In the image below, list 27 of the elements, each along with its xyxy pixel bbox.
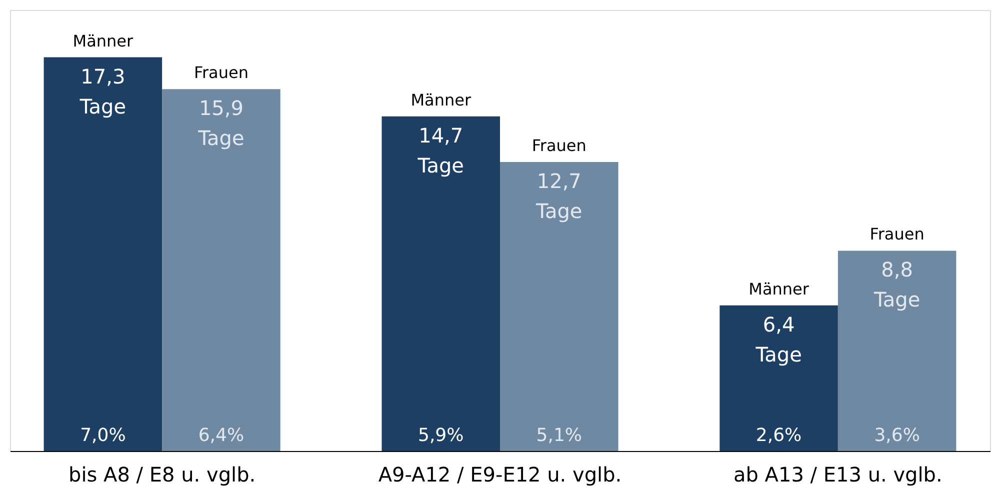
annotation: 5,1% bbox=[536, 425, 582, 446]
annotation: 3,6% bbox=[874, 425, 920, 446]
data-label: 15,9 Tage bbox=[197, 96, 244, 150]
data-label: 12,7 Tage bbox=[535, 168, 582, 223]
bar bbox=[838, 250, 956, 451]
text: Männer bbox=[748, 279, 809, 298]
x-tick-label: bis A8 / E8 u. vglb. bbox=[68, 462, 256, 486]
annotation: 2,6% bbox=[756, 425, 802, 446]
annotation: 5,9% bbox=[418, 425, 464, 446]
annotation: 7,0% bbox=[80, 425, 126, 446]
text: Frauen bbox=[870, 224, 924, 244]
bar bbox=[44, 57, 162, 451]
series-label: Frauen bbox=[194, 63, 248, 82]
text: Männer bbox=[410, 90, 472, 110]
text: Frauen bbox=[532, 136, 586, 155]
series-label: Männer bbox=[72, 31, 134, 50]
data-label: 8,8 Tage bbox=[872, 258, 920, 312]
data-label: 14,7 Tage bbox=[416, 123, 464, 178]
bar bbox=[382, 116, 500, 451]
data-label: 6,4 Tage bbox=[754, 312, 802, 366]
bar bbox=[162, 89, 280, 451]
x-tick-label: ab A13 / E13 u. vglb. bbox=[733, 462, 942, 486]
data-label: 17,3 Tage bbox=[78, 64, 126, 118]
bar bbox=[720, 305, 838, 451]
annotation: 6,4% bbox=[198, 425, 244, 446]
bar bbox=[500, 162, 618, 451]
x-tick-label: A9-A12 / E9-E12 u. vglb. bbox=[378, 462, 622, 486]
